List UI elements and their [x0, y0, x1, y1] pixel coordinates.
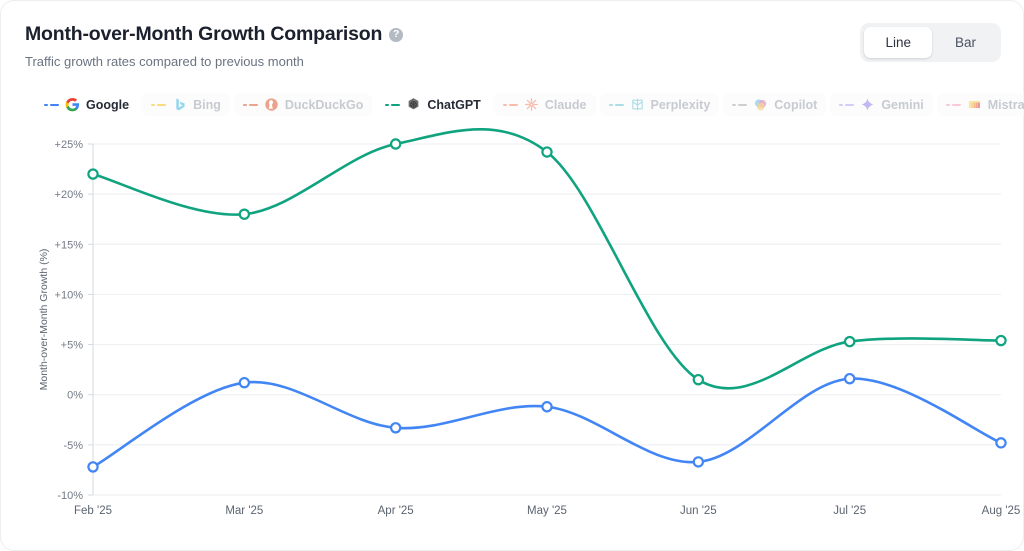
legend-item-duckduckgo[interactable]: DuckDuckGo — [233, 93, 373, 116]
chart-type-bar-button[interactable]: Bar — [934, 27, 997, 58]
y-axis-title: Month-over-Month Growth (%) — [38, 249, 50, 391]
data-point-chatgpt-6[interactable] — [995, 334, 1007, 347]
data-point-google-4[interactable] — [692, 456, 705, 468]
xtick-label: Jul '25 — [833, 505, 866, 517]
legend-item-copilot[interactable]: Copilot — [723, 93, 827, 116]
data-point-google-1[interactable] — [238, 376, 251, 389]
legend-item-bing[interactable]: Bing — [142, 93, 230, 116]
legend-item-google[interactable]: Google — [35, 93, 138, 116]
xtick-label: Aug '25 — [982, 505, 1021, 517]
xtick-label: Apr '25 — [378, 505, 414, 517]
series-line-chatgpt — [91, 128, 1003, 390]
ytick-label: -10% — [57, 490, 83, 502]
legend-dash-claude — [502, 103, 518, 106]
duckduckgo-logo-icon — [264, 97, 279, 112]
google-logo-icon — [65, 97, 80, 112]
data-point-chatgpt-1[interactable] — [238, 208, 251, 220]
ytick-label: -5% — [63, 440, 83, 452]
legend-item-chatgpt[interactable]: ChatGPT — [376, 93, 489, 116]
legend-label: ChatGPT — [427, 97, 481, 112]
legend-label: Perplexity — [650, 97, 711, 112]
ytick-label: +5% — [61, 340, 84, 352]
ytick-label: +20% — [55, 189, 84, 201]
xtick-label: May '25 — [527, 505, 567, 517]
copilot-logo-icon — [753, 97, 768, 112]
chart-type-toggle[interactable]: Line Bar — [860, 23, 1001, 62]
legend-label: Mistral — [987, 97, 1024, 112]
data-point-google-6[interactable] — [995, 437, 1007, 449]
legend-dash-copilot — [732, 103, 748, 106]
title-row: Month-over-Month Growth Comparison ? — [25, 23, 404, 46]
data-point-google-3[interactable] — [541, 401, 553, 413]
data-point-chatgpt-3[interactable] — [541, 146, 553, 158]
data-point-google-2[interactable] — [389, 422, 402, 434]
legend-dash-gemini — [839, 103, 855, 106]
legend-dash-mistral — [945, 103, 961, 106]
chart-subtitle: Traffic growth rates compared to previou… — [25, 54, 304, 69]
page-title: Month-over-Month Growth Comparison — [25, 23, 383, 45]
chatgpt-logo-icon — [406, 97, 421, 112]
legend-label: DuckDuckGo — [284, 97, 364, 112]
data-point-google-5[interactable] — [843, 372, 856, 385]
legend-label: Google — [86, 97, 130, 112]
legend-dash-chatgpt — [385, 103, 401, 106]
chart-legend: Google Bing DuckDuckGo ChatGPT Claude Perplex… — [35, 93, 1024, 116]
legend-dash-bing — [151, 103, 167, 106]
data-point-chatgpt-0[interactable] — [87, 168, 99, 180]
legend-label: Claude — [544, 97, 587, 112]
mistral-logo-icon — [967, 97, 982, 112]
data-point-google-0[interactable] — [87, 461, 99, 473]
gemini-logo-icon — [860, 97, 875, 112]
ytick-label: +25% — [55, 139, 84, 151]
help-circle-icon[interactable]: ? — [389, 27, 404, 42]
ytick-label: +15% — [55, 239, 84, 251]
series-line-google — [91, 377, 1003, 469]
xtick-label: Feb '25 — [74, 505, 112, 517]
claude-logo-icon — [524, 97, 539, 112]
legend-item-claude[interactable]: Claude — [493, 93, 596, 116]
ytick-label: 0% — [67, 390, 83, 402]
legend-dash-duckduckgo — [242, 103, 258, 106]
bing-logo-icon — [172, 97, 187, 112]
legend-item-perplexity[interactable]: Perplexity — [599, 93, 720, 116]
data-point-chatgpt-2[interactable] — [389, 138, 402, 150]
chart-header: Month-over-Month Growth Comparison ? Tra… — [25, 23, 404, 69]
data-point-chatgpt-5[interactable] — [843, 335, 856, 348]
xtick-label: Jun '25 — [680, 505, 717, 517]
legend-dash-perplexity — [608, 103, 624, 106]
legend-dash-google — [44, 103, 59, 106]
data-point-chatgpt-4[interactable] — [692, 373, 705, 386]
legend-item-mistral[interactable]: Mistral — [936, 93, 1024, 116]
legend-item-gemini[interactable]: Gemini — [830, 93, 933, 116]
legend-label: Bing — [193, 97, 221, 112]
ytick-label: +10% — [55, 289, 84, 301]
legend-label: Copilot — [774, 97, 818, 112]
chart-type-line-button[interactable]: Line — [864, 27, 932, 58]
xtick-label: Mar '25 — [225, 505, 263, 517]
legend-label: Gemini — [881, 97, 924, 112]
perplexity-logo-icon — [630, 97, 645, 112]
